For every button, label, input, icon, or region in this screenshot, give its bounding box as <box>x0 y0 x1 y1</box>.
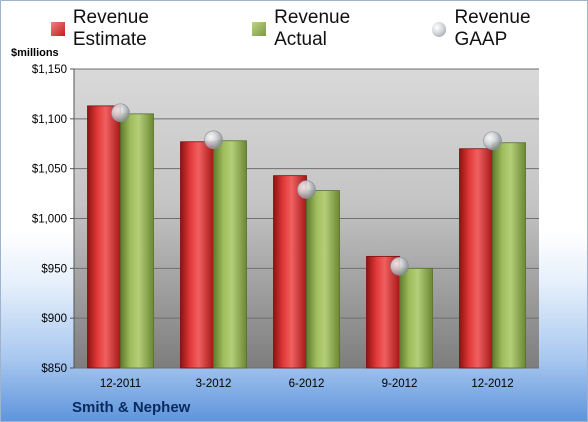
y-tick-label: $900 <box>41 313 67 325</box>
y-axis-units: $millions <box>11 47 59 59</box>
bar-revenue-actual <box>120 113 154 369</box>
legend-item-gaap: Revenue GAAP <box>431 7 587 51</box>
legend-item-estimate: Revenue Estimate <box>51 7 226 51</box>
bar-revenue-actual <box>306 190 340 369</box>
bar-revenue-estimate <box>459 148 493 369</box>
legend-swatch-estimate <box>51 22 65 36</box>
x-tick-label: 12-2011 <box>100 378 141 390</box>
bar-revenue-estimate <box>366 255 400 369</box>
marker-revenue-gaap <box>390 257 409 276</box>
legend-swatch-gaap <box>431 21 447 37</box>
legend-item-actual: Revenue Actual <box>252 7 405 51</box>
bar-revenue-estimate <box>180 141 214 369</box>
legend-label-actual: Revenue Actual <box>274 7 351 50</box>
y-tick-label: $1,000 <box>32 214 67 226</box>
bar-revenue-actual <box>213 140 247 369</box>
bar-revenue-estimate <box>87 105 121 369</box>
y-tick-label: $850 <box>41 363 67 375</box>
company-name: Smith & Nephew <box>72 399 191 416</box>
bar-revenue-actual <box>399 267 433 369</box>
legend-label-gaap: Revenue GAAP <box>454 7 531 50</box>
legend: Revenue Estimate Revenue Actual Revenue … <box>51 7 587 50</box>
marker-revenue-gaap <box>297 180 316 199</box>
x-tick-label: 3-2012 <box>196 378 232 390</box>
x-tick-label: 6-2012 <box>289 378 325 390</box>
marker-revenue-gaap <box>111 103 130 123</box>
legend-swatch-actual <box>252 22 267 36</box>
bar-revenue-actual <box>492 142 526 369</box>
y-tick-label: $1,050 <box>32 164 67 176</box>
legend-label-estimate: Revenue Estimate <box>72 7 149 50</box>
y-tick-label: $950 <box>41 263 67 275</box>
marker-revenue-gaap <box>483 131 502 151</box>
marker-revenue-gaap <box>204 130 223 150</box>
x-tick-label: 9-2012 <box>382 378 418 390</box>
y-tick-label: $1,150 <box>32 64 67 76</box>
bar-revenue-estimate <box>273 175 307 369</box>
y-tick-label: $1,100 <box>32 114 67 126</box>
x-tick-label: 12-2012 <box>471 378 513 390</box>
